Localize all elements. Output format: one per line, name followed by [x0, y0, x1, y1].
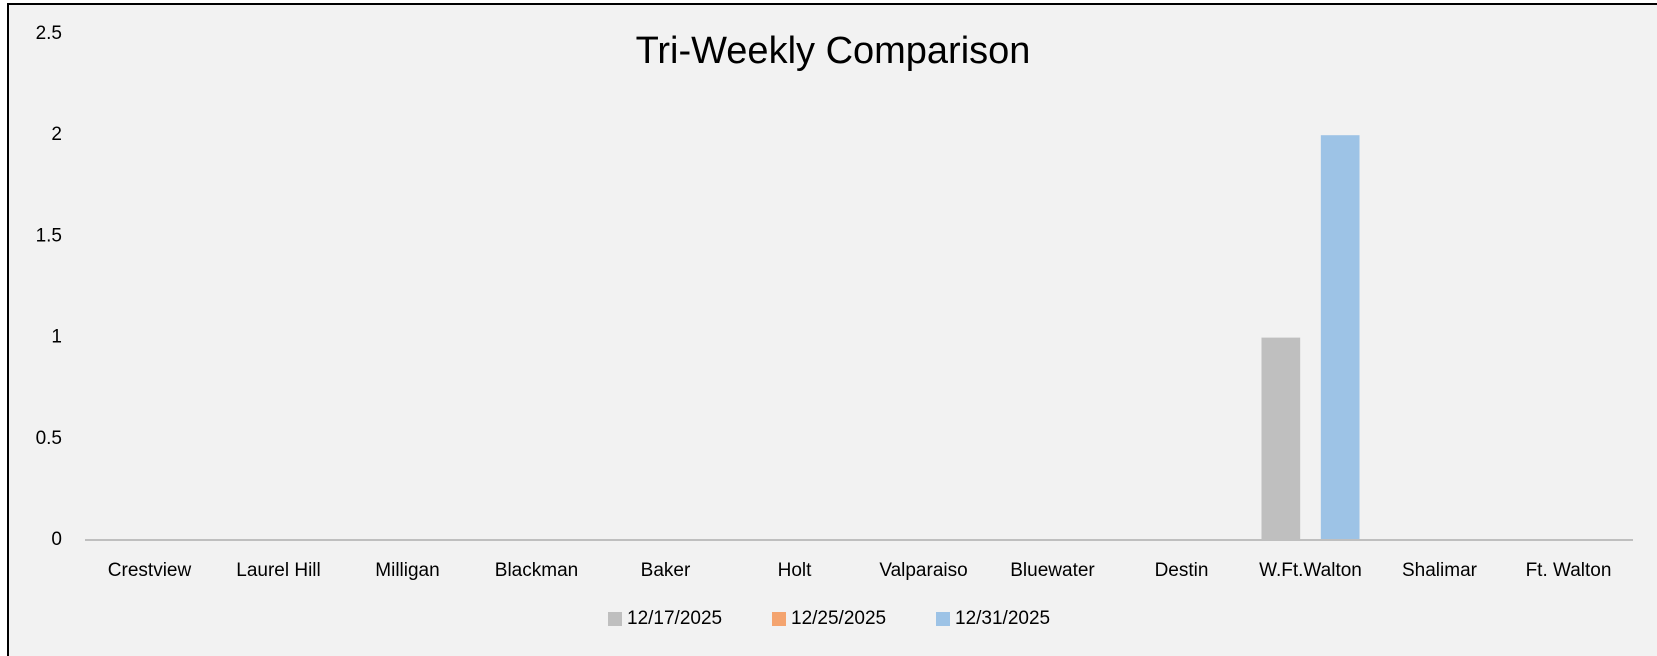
x-tick-label: Blackman [495, 560, 578, 581]
bar [1320, 135, 1360, 540]
x-tick-label: W.Ft.Walton [1259, 560, 1362, 581]
y-tick-label: 2.5 [36, 23, 62, 44]
x-tick-label: Holt [778, 560, 813, 581]
x-tick-label: Laurel Hill [236, 560, 320, 581]
x-tick-label: Bluewater [1010, 560, 1095, 581]
x-tick-label: Shalimar [1402, 560, 1478, 581]
y-tick-label: 0.5 [36, 428, 62, 449]
y-tick-label: 0 [51, 529, 62, 550]
y-tick-label: 1.5 [36, 225, 62, 246]
x-tick-label: Destin [1155, 560, 1209, 581]
chart-area [7, 3, 1657, 656]
y-tick-label: 1 [51, 327, 62, 348]
x-tick-label: Baker [641, 560, 691, 581]
x-tick-label: Valparaiso [879, 560, 967, 581]
legend-label: 12/17/2025 [627, 608, 722, 629]
legend-swatch [772, 612, 786, 626]
x-tick-label: Milligan [375, 560, 439, 581]
legend-swatch [936, 612, 950, 626]
y-tick-label: 2 [51, 124, 62, 145]
x-tick-label: Crestview [108, 560, 192, 581]
legend-label: 12/25/2025 [791, 608, 886, 629]
bar [1261, 337, 1301, 540]
x-tick-label: Ft. Walton [1526, 560, 1612, 581]
legend-label: 12/31/2025 [955, 608, 1050, 629]
chart-title: Tri-Weekly Comparison [636, 30, 1031, 72]
legend-swatch [608, 612, 622, 626]
